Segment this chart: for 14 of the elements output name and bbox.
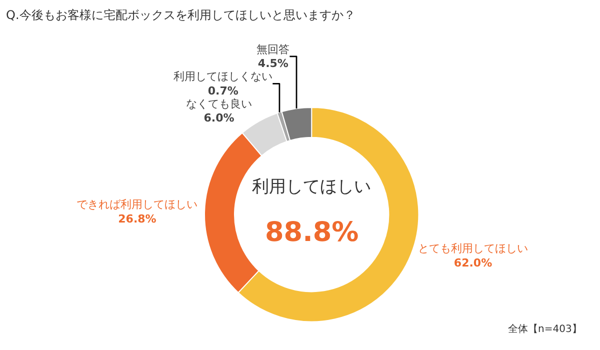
chart-title: Q.今後もお客様に宅配ボックスを利用してほしいと思いますか？ — [6, 8, 356, 22]
slice-label: 無回答 — [256, 42, 290, 56]
data-label: 4.5% — [258, 57, 288, 70]
data-label: 62.0% — [454, 256, 492, 270]
text: 全体【n=403】 — [508, 323, 582, 335]
slice-label: 利用してほしくない — [174, 70, 273, 84]
slice-label: できれば利用してほしい — [76, 198, 198, 212]
text: 88.8% — [265, 217, 359, 248]
slice-label: なくても良い — [186, 97, 252, 110]
data-label: 6.0% — [204, 112, 234, 125]
data-label: 26.8% — [118, 212, 156, 226]
data-label: 0.7% — [208, 84, 238, 98]
text: 利用してほしい — [252, 177, 371, 197]
slice-label: とても利用してほしい — [418, 242, 528, 256]
